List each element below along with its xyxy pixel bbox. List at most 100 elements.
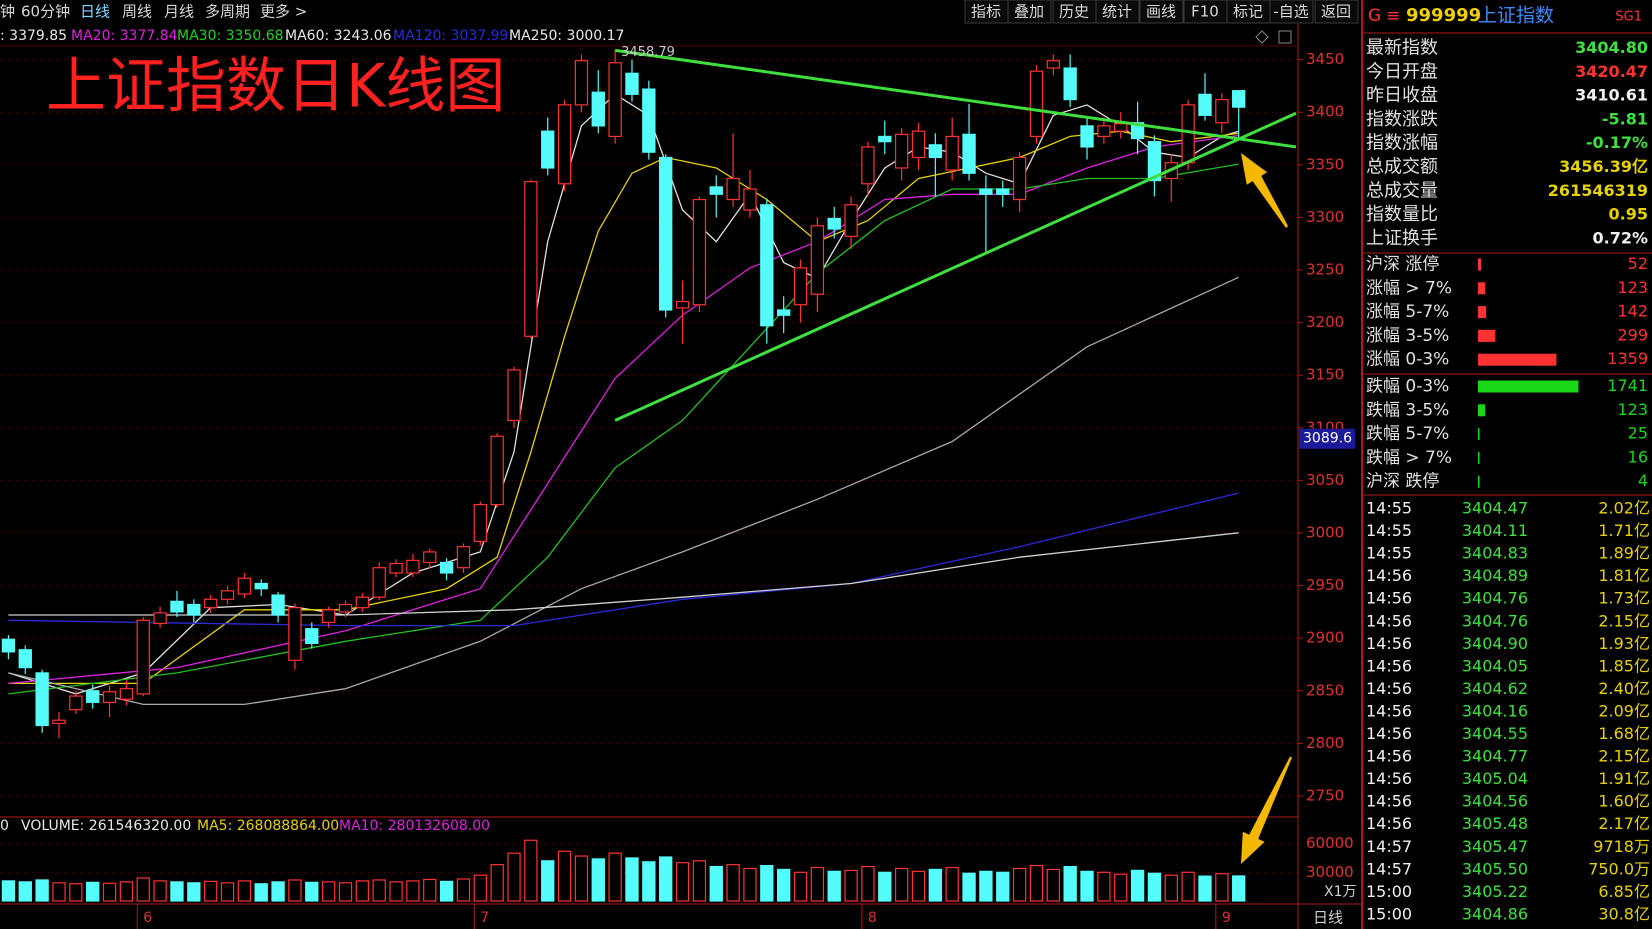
volume-bar (659, 856, 673, 902)
candle-body (793, 267, 808, 306)
toolbar-button[interactable]: 统计 (1102, 3, 1132, 21)
distribution-bar (1478, 329, 1496, 342)
tick-price: 3404.16 (1462, 701, 1528, 720)
toolbar-tab[interactable]: 多周期 (205, 3, 250, 21)
volume-bar (254, 883, 268, 902)
tick-price: 3404.47 (1462, 499, 1528, 518)
candle-body (1097, 125, 1111, 138)
tick-amount: 1.91亿 (1598, 769, 1650, 788)
candle-body (844, 204, 858, 237)
tick-price: 3404.11 (1462, 521, 1528, 540)
chart-title: 上证指数日K线图 (46, 52, 505, 122)
tick-price: 3404.55 (1462, 724, 1528, 743)
stat-value: 0.95 (1609, 205, 1648, 224)
tick-amount: 1.93亿 (1598, 634, 1650, 653)
distribution-bar (1478, 306, 1487, 319)
toolbar-tab[interactable]: 更多 > (260, 3, 307, 21)
toolbar-button[interactable]: 历史 (1059, 3, 1089, 21)
volume-bar (962, 872, 976, 902)
stat-value: 3420.47 (1575, 62, 1648, 81)
tick-amount: 2.15亿 (1598, 747, 1650, 766)
distribution-label: 涨幅 > 7% (1366, 278, 1452, 298)
y-tick-label: 2750 (1306, 786, 1344, 804)
distribution-bar (1478, 258, 1482, 271)
tick-price: 3404.83 (1462, 544, 1528, 563)
tick-amount: 1.81亿 (1598, 566, 1650, 585)
toolbar-button-frame (1314, 0, 1359, 24)
volume-bar (979, 870, 993, 902)
ma-legend: MA120: 3037.99 (393, 28, 508, 44)
tick-time: 14:56 (1366, 814, 1412, 833)
tick-price: 3404.90 (1462, 634, 1528, 653)
candle-body (1012, 156, 1027, 201)
candle-body (726, 177, 740, 201)
candle-body (1114, 123, 1128, 132)
volume-bar (69, 883, 83, 902)
volume-bar (591, 858, 605, 902)
candle-body (1147, 141, 1162, 182)
toolbar-button[interactable]: 标记 (1233, 3, 1263, 21)
candle-body (776, 309, 791, 316)
volume-bar (810, 866, 825, 902)
y-tick-label: 3050 (1306, 471, 1344, 489)
candle-body (1232, 90, 1246, 108)
toolbar-button[interactable]: 画线 (1146, 3, 1176, 21)
volume-bar (1181, 871, 1195, 902)
ma-line (8, 163, 1239, 695)
panel-menu[interactable]: ≡ (1386, 6, 1400, 26)
candle-body (1029, 70, 1044, 138)
volume-bar (692, 860, 707, 902)
tick-time: 14:55 (1366, 521, 1412, 540)
volume-bar (827, 870, 841, 902)
tick-amount: 2.40亿 (1598, 679, 1650, 698)
panel-tag: SG1 (1615, 10, 1642, 25)
toolbar-tab[interactable]: 周线 (122, 3, 152, 21)
volume-legend: 0 (0, 818, 9, 834)
candle-body (760, 204, 774, 327)
candle-body (878, 135, 892, 143)
candle-body (1130, 122, 1145, 140)
toolbar-button[interactable]: -自选 (1273, 3, 1308, 21)
stock-code: 999999 (1406, 5, 1481, 26)
volume-bar (1130, 869, 1145, 902)
candle-body (659, 156, 673, 311)
toolbar-tab[interactable]: 日线 (80, 3, 110, 21)
toolbar-tab[interactable]: 60分钟 (21, 3, 70, 21)
toolbar-button[interactable]: 返回 (1321, 3, 1351, 21)
tick-amount: 1.60亿 (1598, 792, 1650, 811)
stat-value: 261546319 (1548, 181, 1648, 200)
distribution-count: 123 (1617, 400, 1648, 419)
distribution-bar (1478, 428, 1480, 441)
tick-time: 14:56 (1366, 769, 1412, 788)
volume-bar (1029, 865, 1044, 902)
toolbar-tab[interactable]: 钟 (0, 3, 15, 21)
candle-body (642, 88, 656, 153)
stat-value: -5.81 (1602, 109, 1648, 128)
distribution-count: 16 (1628, 447, 1648, 466)
candle-body (35, 672, 49, 727)
candle-body (928, 144, 943, 159)
candle-body (423, 551, 437, 564)
ma-line (8, 276, 1239, 706)
stat-label: 最新指数 (1366, 38, 1438, 59)
candle-body (524, 181, 538, 337)
tick-time: 14:55 (1366, 499, 1412, 518)
tick-price: 3405.47 (1462, 837, 1528, 856)
tick-time: 14:56 (1366, 701, 1412, 720)
volume-bar (894, 867, 909, 902)
panel-prefix: G (1368, 6, 1381, 26)
toolbar-button-frame (1095, 0, 1140, 24)
toolbar-button[interactable]: 指标 (971, 3, 1001, 21)
candle-body (153, 612, 167, 625)
distribution-label: 涨幅 0-3% (1366, 350, 1449, 370)
toolbar-tab[interactable]: 月线 (164, 3, 194, 21)
tick-price: 3404.89 (1462, 566, 1528, 585)
ma-line (8, 134, 1239, 685)
candle-body (574, 60, 589, 106)
x-tick-label: 9 (1222, 910, 1231, 926)
toolbar-button[interactable]: 叠加 (1014, 3, 1044, 21)
tick-time: 14:56 (1366, 747, 1412, 766)
toolbar-button[interactable]: F10 (1191, 3, 1219, 21)
tick-time: 14:56 (1366, 589, 1412, 608)
tick-price: 3405.22 (1462, 882, 1528, 901)
